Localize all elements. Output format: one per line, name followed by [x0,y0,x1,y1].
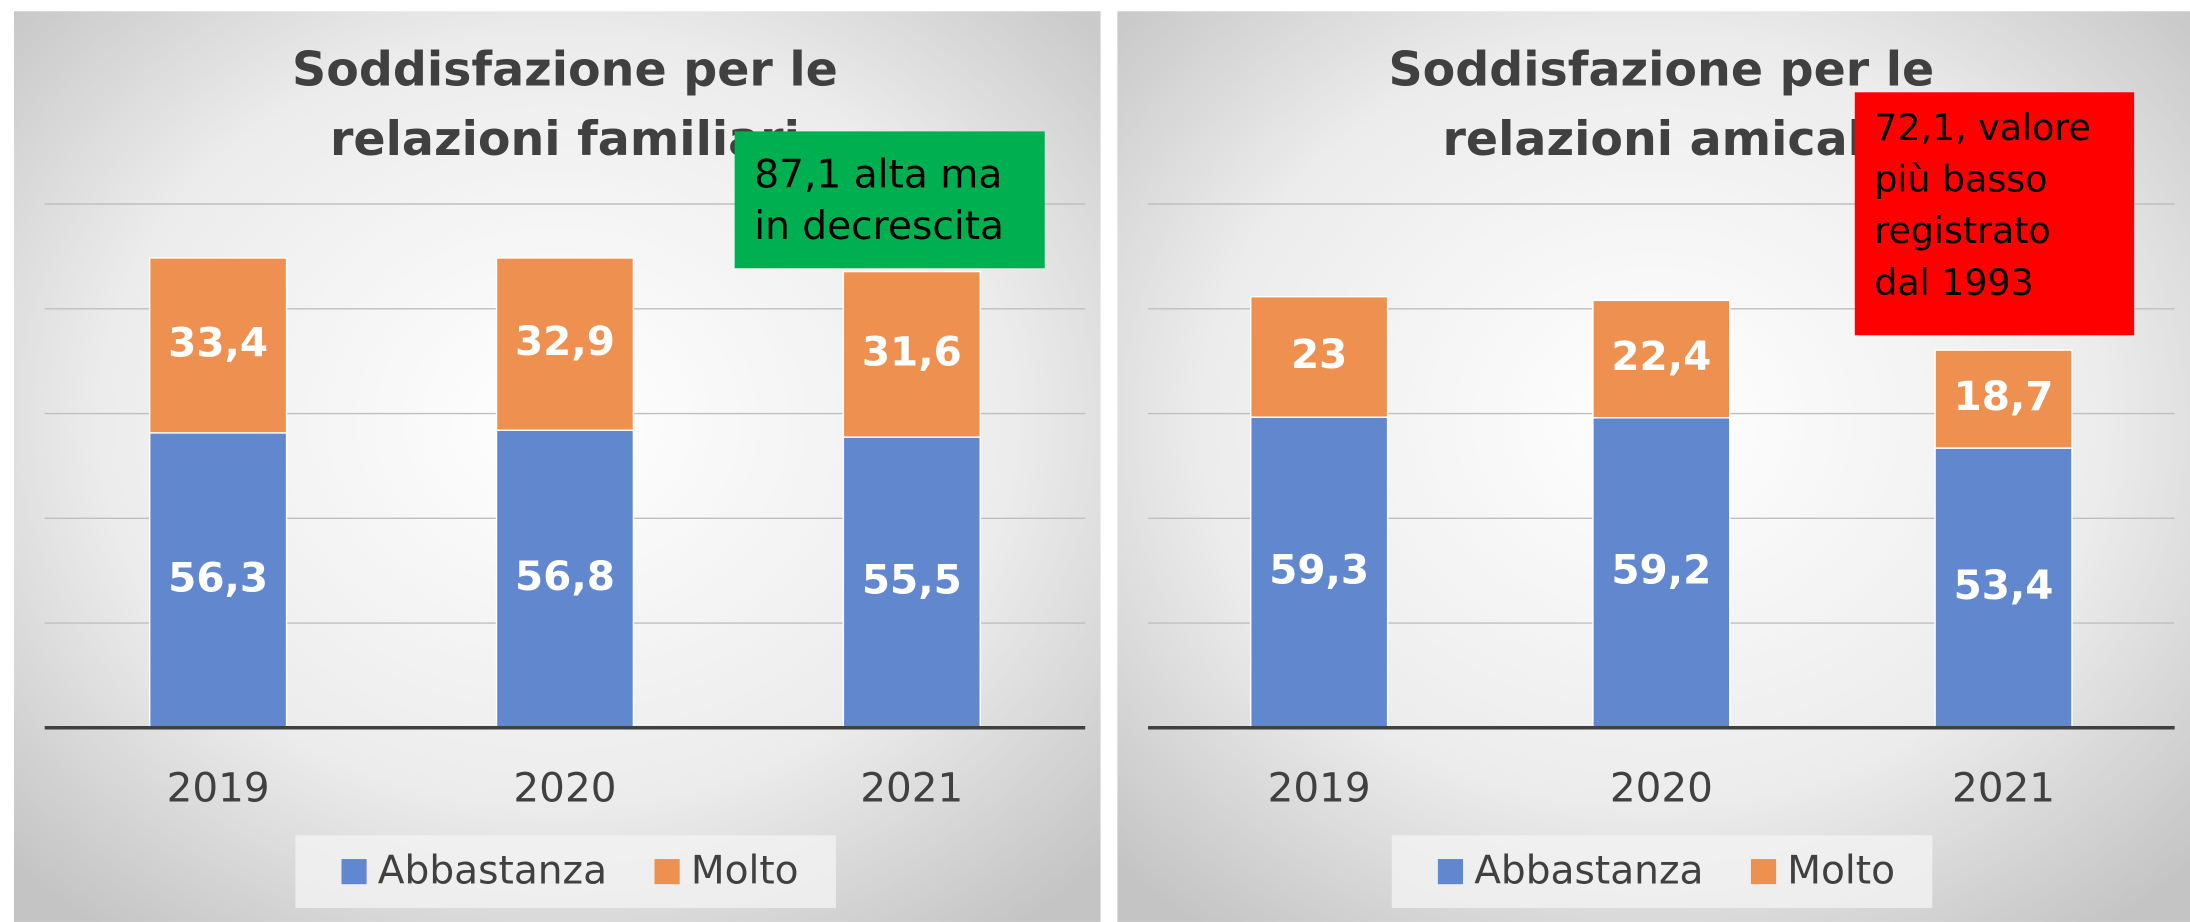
legend-label: Molto [691,849,799,894]
data-label: 56,8 [515,552,615,600]
data-label: 33,4 [168,318,268,366]
data-label: 53,4 [1954,561,2054,609]
legend-swatch [1437,859,1464,885]
annotation-box [1854,92,2135,336]
annotation-text: 72,1, valore più basso registrato dal 19… [1874,107,2091,305]
data-label: 23 [1291,330,1347,378]
data-label: 56,3 [168,553,268,601]
x-tick-label: 2020 [1610,764,1713,812]
data-label: 31,6 [862,327,962,375]
x-tick-label: 2021 [860,764,963,812]
legend-label: Abbastanza [378,849,607,894]
bar-segment [1592,299,1731,419]
annotation-area: 87,1 alta ma in decrescita [754,150,1004,249]
bar-segment [148,432,288,729]
annotation-box [734,131,1045,269]
chart-title: Soddisfazione per le relazioni familiari [292,41,871,168]
data-label: 32,9 [515,317,615,365]
bar-segment [148,257,288,434]
x-tick-label: 2020 [513,764,616,812]
bar-segment [495,257,635,431]
legend-label: Abbastanza [1474,849,1703,894]
data-label: 18,7 [1954,372,2054,420]
legend-box [295,835,836,908]
legend-swatch [654,859,680,885]
x-tick-label: 2019 [167,764,270,812]
data-label: 55,5 [862,555,962,603]
data-label: 22,4 [1611,332,1711,380]
legend-swatch [1750,859,1777,885]
bar-segment [1250,416,1389,729]
legend-label: Molto [1787,849,1895,894]
bar-segment [1592,417,1731,729]
data-label: 59,2 [1611,546,1711,594]
title-box: Soddisfazione per le relazioni amicali [1388,41,1951,168]
title-box: Soddisfazione per le relazioni familiari [292,41,871,168]
legend-box [1391,835,1933,908]
annotation-text: 87,1 alta ma in decrescita [754,150,1004,249]
bar-segment [842,436,981,729]
bar-segment [842,270,981,438]
bar-segment [1934,447,2073,729]
data-label: 59,3 [1269,545,1369,593]
bar-segment [495,429,635,729]
x-tick-label: 2021 [1952,764,2055,812]
chart-title: Soddisfazione per le relazioni amicali [1388,41,1951,168]
legend-swatch [341,859,367,885]
x-tick-label: 2019 [1268,764,1371,812]
bar-segment [1250,296,1389,418]
annotation-area: 72,1, valore più basso registrato dal 19… [1874,107,2091,305]
bar-segment [1934,349,2073,449]
